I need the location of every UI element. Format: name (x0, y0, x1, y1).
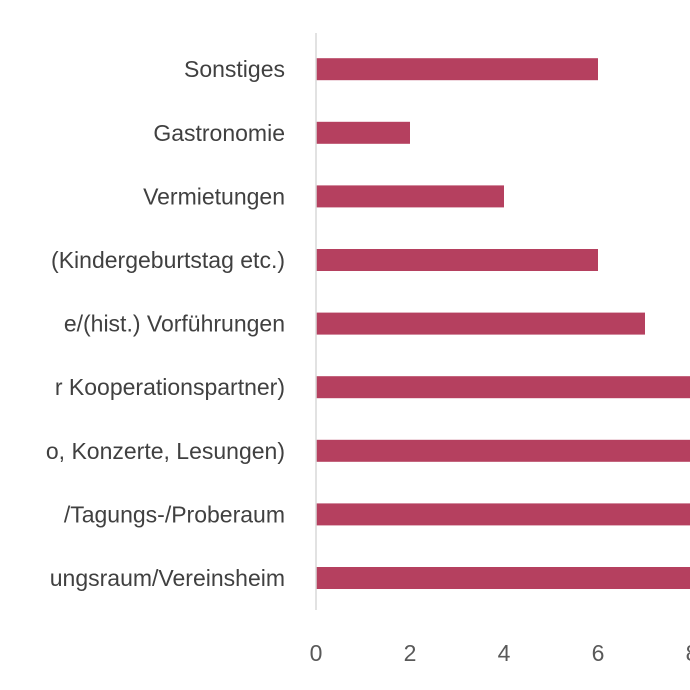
x-tick-label-0: 0 (310, 640, 323, 666)
category-label-6: Vermietungen (143, 183, 285, 209)
bar-7 (316, 121, 410, 144)
category-label-7: Gastronomie (153, 120, 285, 146)
category-label-8: Sonstiges (184, 56, 285, 82)
x-tick-label-4: 8 (686, 640, 690, 666)
bar-5 (316, 249, 598, 271)
category-label-2: o, Konzerte, Lesungen) (46, 438, 285, 464)
bar-6 (316, 185, 504, 208)
bar-3 (316, 376, 690, 399)
x-tick-labels: 0 2 4 6 8 (310, 640, 690, 666)
bar-2 (316, 439, 690, 462)
bars-layer (316, 58, 690, 589)
x-tick-label-3: 6 (592, 640, 605, 666)
bar-0 (316, 567, 690, 589)
bar-1 (316, 503, 690, 526)
bar-4 (316, 312, 645, 335)
bar-8 (316, 58, 598, 81)
x-tick-label-2: 4 (498, 640, 511, 666)
category-label-3: r Kooperationspartner) (55, 374, 285, 400)
category-label-5: (Kindergeburtstag etc.) (51, 247, 285, 273)
category-label-0: ungsraum/Vereinsheim (50, 565, 285, 591)
category-label-1: /Tagungs-/Proberaum (64, 501, 285, 527)
x-tick-label-1: 2 (404, 640, 417, 666)
category-labels: ungsraum/Vereinsheim/Tagungs-/Proberaum o… (46, 56, 285, 591)
category-label-4: e/(hist.) Vorführungen (64, 311, 285, 337)
